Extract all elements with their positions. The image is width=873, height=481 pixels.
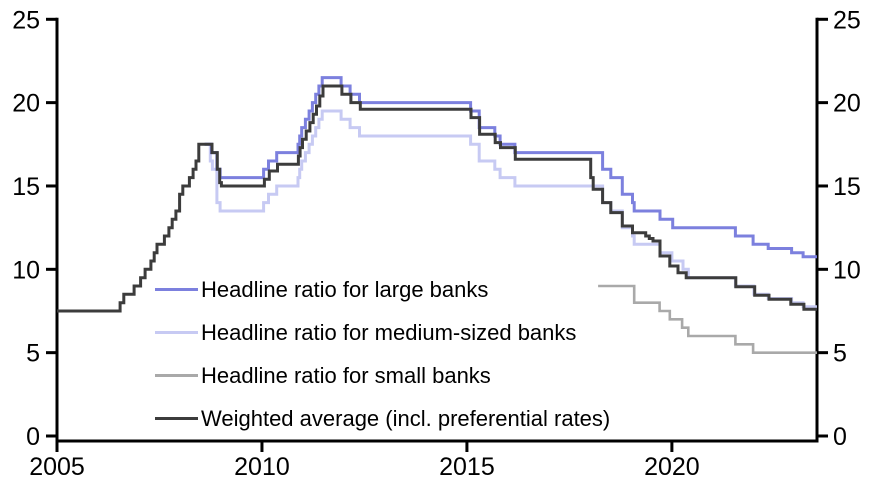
legend-item-weighted: Weighted average (incl. preferential rat… xyxy=(155,397,610,440)
legend-swatch-weighted xyxy=(155,417,198,420)
legend-swatch-large xyxy=(155,288,198,291)
series-weighted-line xyxy=(57,84,817,313)
legend-label: Headline ratio for small banks xyxy=(201,362,491,388)
y-tick-label-right: 10 xyxy=(833,256,861,284)
y-tick-label-right: 0 xyxy=(833,423,847,451)
y-tick-label-right: 25 xyxy=(833,6,861,34)
legend-label: Weighted average (incl. preferential rat… xyxy=(201,405,611,431)
x-tick-label: 2015 xyxy=(439,453,495,481)
y-tick-label-left: 20 xyxy=(12,90,40,118)
y-tick-label-right: 5 xyxy=(833,340,847,368)
series-small-line xyxy=(598,284,817,354)
series-medium-line xyxy=(204,109,817,309)
series-large-line xyxy=(204,76,817,259)
legend-label: Headline ratio for medium-sized banks xyxy=(201,319,577,345)
y-tick-label-left: 0 xyxy=(26,423,40,451)
y-tick-label-left: 25 xyxy=(12,6,40,34)
y-tick-label-right: 20 xyxy=(833,90,861,118)
y-tick-label-left: 15 xyxy=(12,173,40,201)
legend-swatch-medium xyxy=(155,331,198,334)
x-tick-label: 2010 xyxy=(234,453,290,481)
x-tick-label: 2020 xyxy=(644,453,700,481)
legend-swatch-small xyxy=(155,374,198,377)
y-tick-label-left: 5 xyxy=(26,340,40,368)
y-tick-label-right: 15 xyxy=(833,173,861,201)
legend-label: Headline ratio for large banks xyxy=(201,276,489,302)
x-tick-label: 2005 xyxy=(29,453,85,481)
legend-item-medium: Headline ratio for medium-sized banks xyxy=(155,311,610,354)
legend-item-small: Headline ratio for small banks xyxy=(155,354,610,397)
legend-item-large: Headline ratio for large banks xyxy=(155,268,610,311)
y-tick-label-left: 10 xyxy=(12,256,40,284)
legend: Headline ratio for large banks Headline r… xyxy=(155,268,610,440)
